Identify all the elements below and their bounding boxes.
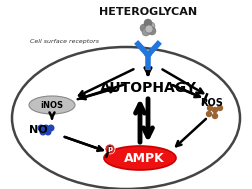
Text: iNOS: iNOS: [41, 101, 64, 109]
Circle shape: [145, 25, 153, 33]
Circle shape: [148, 27, 156, 35]
Ellipse shape: [104, 146, 176, 170]
Circle shape: [140, 24, 148, 32]
Circle shape: [212, 108, 217, 112]
Circle shape: [144, 19, 152, 27]
Circle shape: [40, 129, 46, 135]
Text: ROS: ROS: [201, 98, 224, 108]
Circle shape: [212, 114, 217, 119]
Ellipse shape: [12, 47, 240, 189]
Text: NO: NO: [29, 125, 47, 135]
Circle shape: [207, 105, 212, 111]
Circle shape: [38, 125, 44, 131]
Text: HETEROGLYCAN: HETEROGLYCAN: [99, 7, 197, 17]
Circle shape: [142, 28, 150, 36]
Circle shape: [147, 22, 155, 30]
Text: Cell surface receptors: Cell surface receptors: [30, 40, 99, 44]
Circle shape: [217, 105, 223, 111]
Circle shape: [45, 129, 51, 135]
Ellipse shape: [29, 96, 75, 114]
Circle shape: [206, 112, 211, 116]
Text: AUTOPHAGY: AUTOPHAGY: [100, 81, 197, 95]
Text: AMPK: AMPK: [124, 152, 164, 164]
Text: p: p: [107, 146, 113, 152]
Circle shape: [105, 144, 115, 154]
Circle shape: [43, 125, 49, 131]
Circle shape: [48, 125, 54, 131]
